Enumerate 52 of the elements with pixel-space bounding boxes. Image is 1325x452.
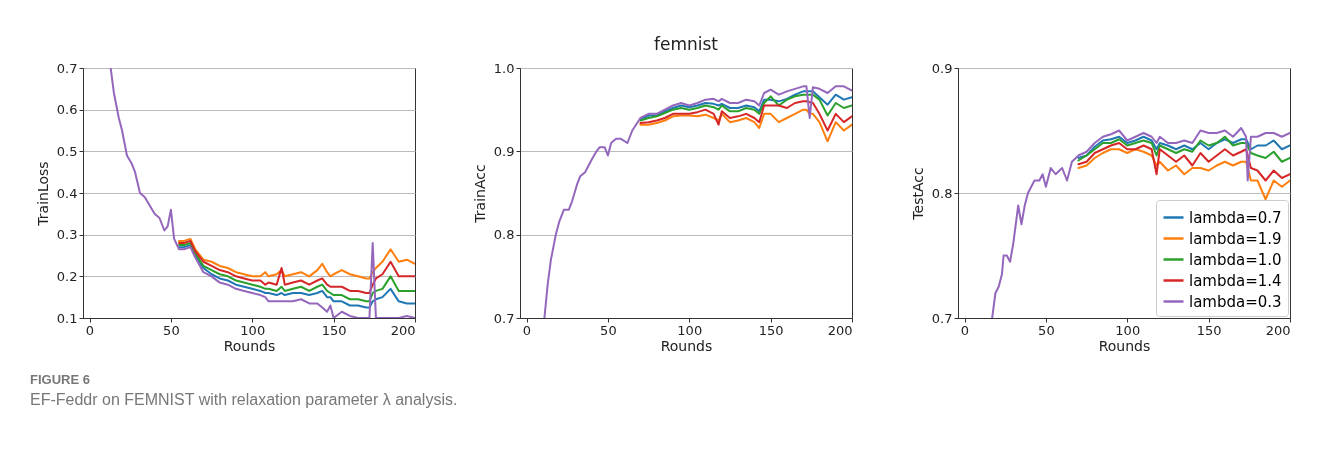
y-tick-label: 0.2 bbox=[56, 268, 78, 284]
line-series bbox=[639, 100, 852, 132]
y-axis-title: TrainAcc bbox=[471, 164, 488, 224]
x-axis-title: Rounds bbox=[1098, 337, 1151, 354]
legend-label: lambda=1.0 bbox=[1189, 250, 1282, 269]
caption: FIGURE 6 bbox=[30, 372, 91, 387]
line-series bbox=[109, 68, 415, 318]
x-tick-label: 0 bbox=[85, 322, 95, 338]
x-tick-label: 200 bbox=[827, 322, 853, 338]
y-tick-label: 0.3 bbox=[56, 227, 78, 243]
line-series bbox=[639, 108, 852, 143]
y-tick-label: 0.6 bbox=[56, 102, 78, 118]
line-series bbox=[991, 127, 1290, 318]
x-tick-label: 150 bbox=[1196, 322, 1222, 338]
line-series bbox=[543, 85, 852, 318]
y-axis-title: TrainLoss bbox=[34, 161, 51, 227]
x-tick-label: 100 bbox=[1115, 322, 1141, 338]
x-tick-label: 150 bbox=[321, 322, 347, 338]
y-tick-label: 1.0 bbox=[493, 60, 515, 76]
y-tick-label: 0.8 bbox=[931, 185, 953, 201]
y-tick-label: 0.9 bbox=[493, 143, 515, 159]
y-tick-label: 0.7 bbox=[56, 60, 78, 76]
x-tick-label: 0 bbox=[522, 322, 532, 338]
chart-title: femnist bbox=[653, 34, 719, 54]
x-tick-label: 200 bbox=[1265, 322, 1291, 338]
legend-label: lambda=0.3 bbox=[1189, 292, 1282, 311]
y-tick-label: 0.5 bbox=[56, 143, 78, 159]
x-tick-label: 100 bbox=[677, 322, 703, 338]
x-tick-label: 100 bbox=[240, 322, 266, 338]
line-series bbox=[1077, 142, 1290, 182]
text: EF-Feddr on FEMNIST with relaxation parameter λ analysis. bbox=[30, 391, 458, 409]
x-axis-title: Rounds bbox=[660, 337, 713, 354]
x-tick-label: 150 bbox=[758, 322, 784, 338]
y-tick-label: 0.9 bbox=[931, 60, 953, 76]
line-series bbox=[1077, 148, 1290, 201]
line-series bbox=[178, 237, 415, 280]
y-tick-label: 0.4 bbox=[56, 185, 78, 201]
x-axis-title: Rounds bbox=[223, 337, 276, 354]
x-tick-label: 200 bbox=[390, 322, 416, 338]
legend-label: lambda=0.7 bbox=[1189, 208, 1282, 227]
y-axis-title: TestAcc bbox=[909, 167, 926, 221]
x-tick-label: 50 bbox=[600, 322, 617, 338]
y-tick-label: 0.7 bbox=[493, 310, 515, 326]
x-tick-label: 50 bbox=[1038, 322, 1055, 338]
y-tick-label: 0.8 bbox=[493, 227, 515, 243]
legend-label: lambda=1.9 bbox=[1189, 229, 1282, 248]
legend-label: lambda=1.4 bbox=[1189, 271, 1282, 290]
x-tick-label: 0 bbox=[960, 322, 970, 338]
x-tick-label: 50 bbox=[163, 322, 180, 338]
line-series bbox=[178, 239, 415, 294]
y-tick-label: 0.7 bbox=[931, 310, 953, 326]
y-tick-label: 0.1 bbox=[56, 310, 78, 326]
